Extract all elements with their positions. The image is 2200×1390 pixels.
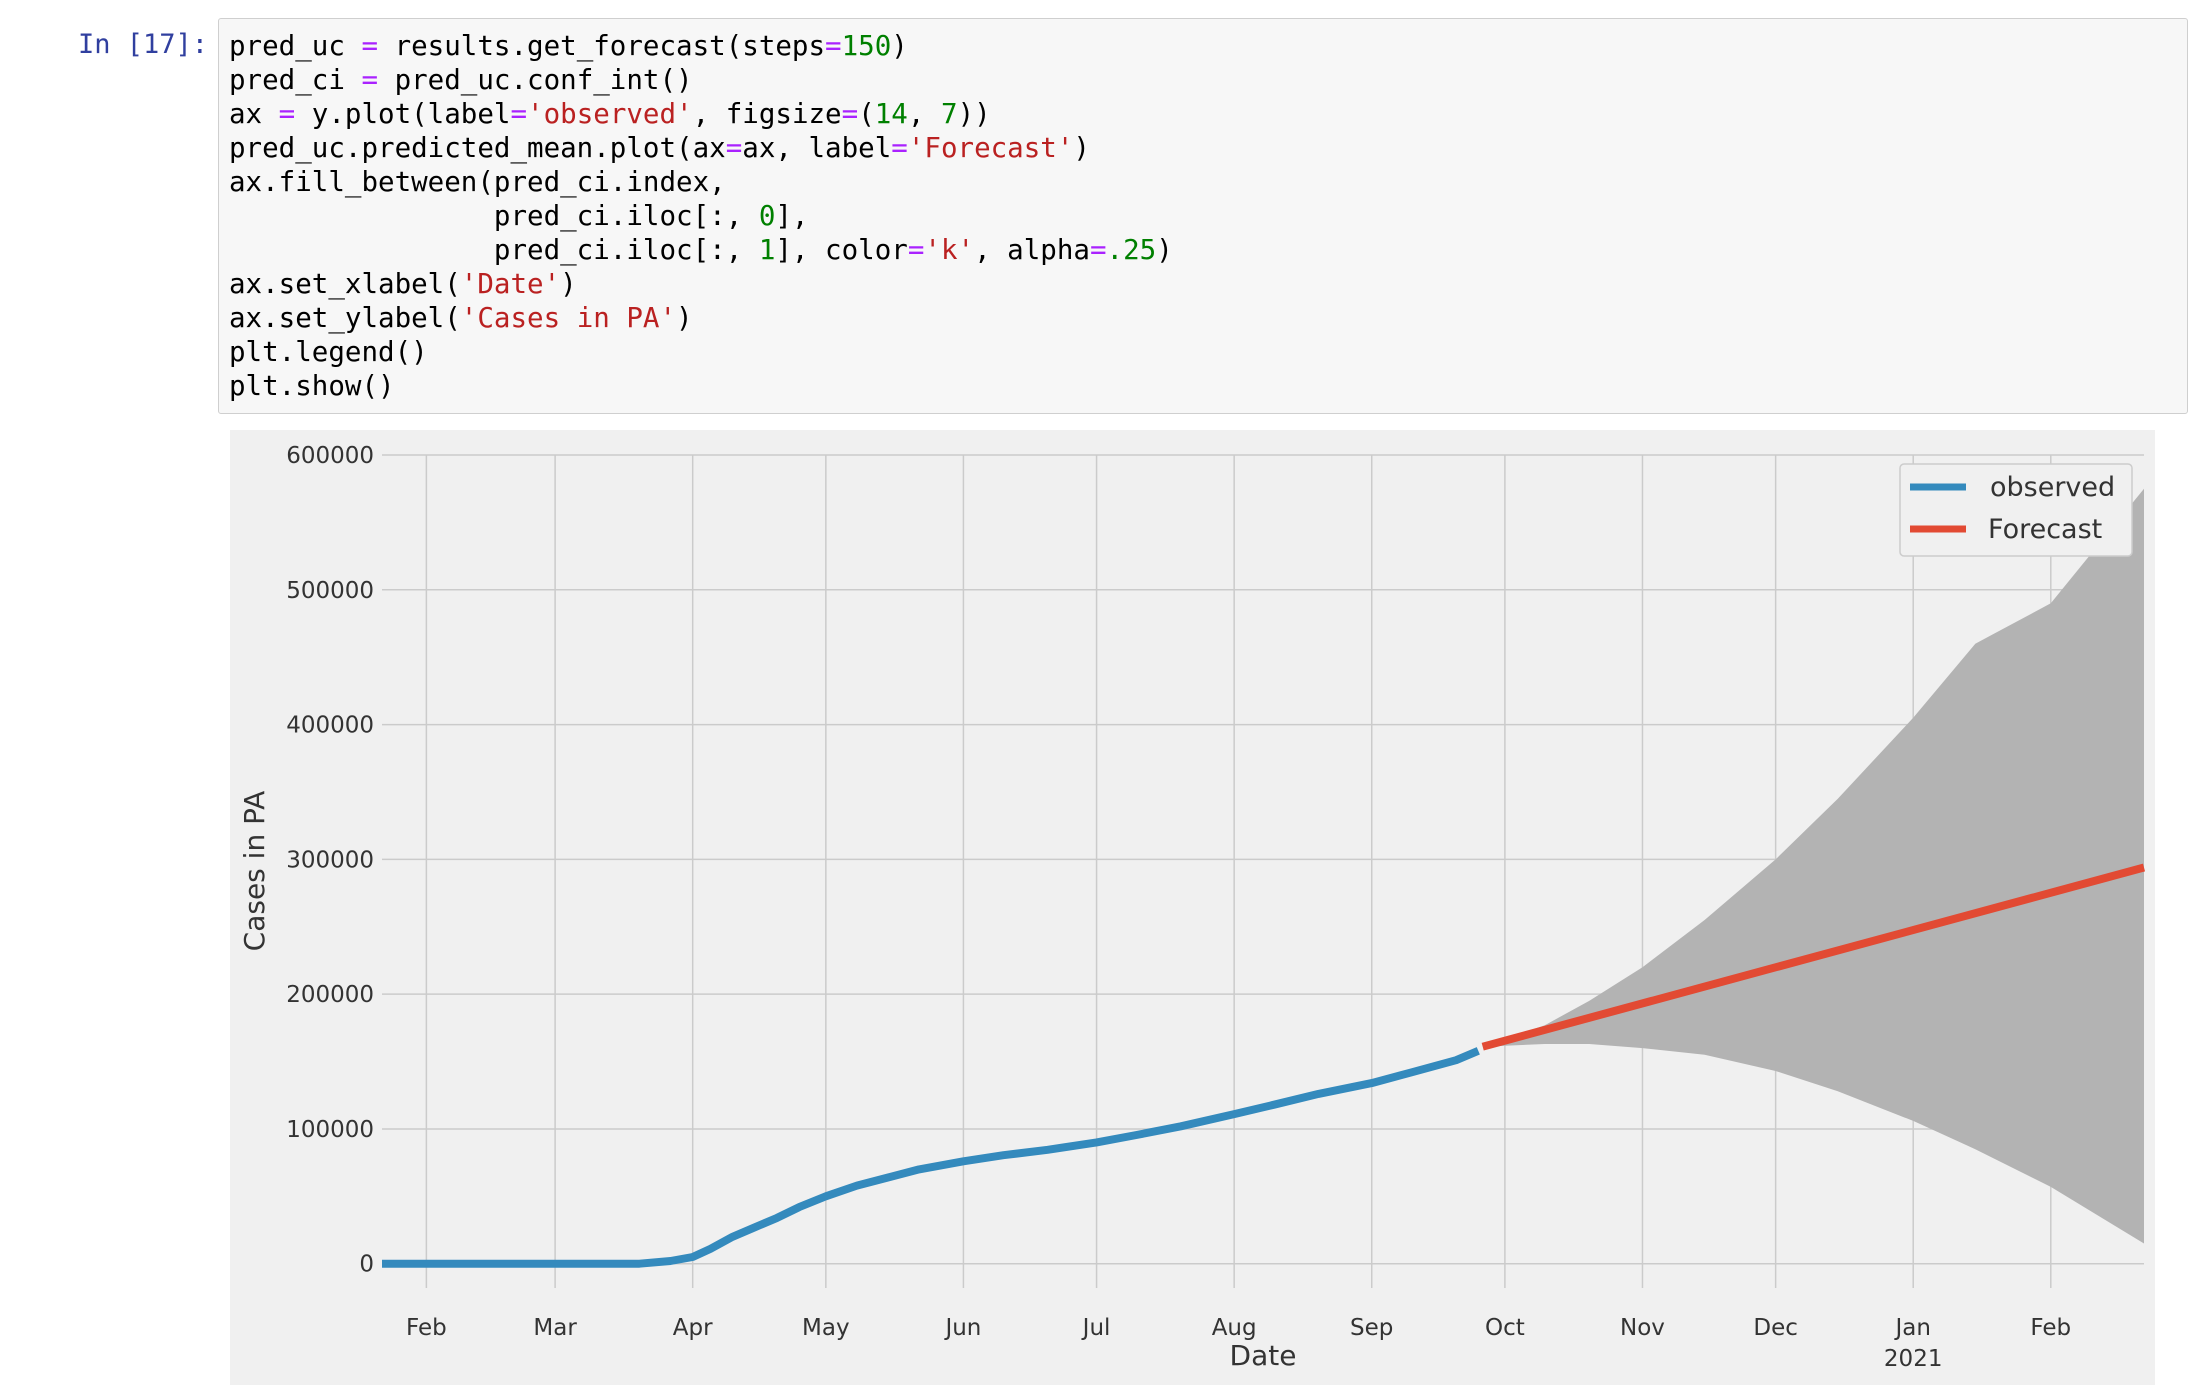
code-token: ) bbox=[1073, 132, 1090, 164]
x-tick-labels: Feb Mar Apr May Jun Jul Aug Sep Oct Nov Dec Jan 2021… bbox=[406, 1315, 2071, 1372]
x-tick-label: Jun bbox=[943, 1315, 981, 1341]
code-token: pred_uc.predicted_mean.plot(ax bbox=[229, 132, 726, 164]
x-tick-label: May bbox=[802, 1315, 850, 1341]
code-line: pred_ci = pred_uc.conf_int() bbox=[229, 63, 2187, 97]
code-line: ax.set_xlabel('Date') bbox=[229, 267, 2187, 301]
y-tick-label: 100000 bbox=[286, 1117, 374, 1143]
code-token: 7 bbox=[941, 98, 958, 130]
code-token: plt.legend() bbox=[229, 336, 428, 368]
code-token: ) bbox=[891, 30, 908, 62]
code-token: 14 bbox=[874, 98, 908, 130]
code-token: = bbox=[278, 98, 296, 130]
code-token: = bbox=[361, 30, 379, 62]
code-token: )) bbox=[957, 98, 991, 130]
y-tick-label: 0 bbox=[359, 1252, 374, 1278]
code-token: , alpha bbox=[974, 234, 1090, 266]
code-token: ax.set_ylabel( bbox=[229, 302, 461, 334]
cell-output: 0 100000 200000 300000 400000 500000 600000 Fe… bbox=[230, 430, 2155, 1385]
code-token: .25 bbox=[1106, 234, 1157, 266]
code-token: ) bbox=[1156, 234, 1173, 266]
legend-label-observed: observed bbox=[1990, 472, 2115, 503]
code-token: ( bbox=[858, 98, 875, 130]
code-token: pred_ci.iloc[:, bbox=[229, 234, 759, 266]
code-token: pred_ci.iloc[:, bbox=[229, 200, 759, 232]
code-token: pred_uc bbox=[229, 30, 362, 62]
x-tick-label: Sep bbox=[1350, 1315, 1393, 1341]
code-token: = bbox=[1089, 234, 1107, 266]
series-lines bbox=[382, 863, 2146, 1268]
code-token: ], color bbox=[775, 234, 908, 266]
code-token: ) bbox=[560, 268, 577, 300]
code-token: = bbox=[825, 30, 842, 62]
x-tick-sublabel: 2021 bbox=[1884, 1346, 1943, 1372]
x-tick-label: Dec bbox=[1753, 1315, 1798, 1341]
code-token: = bbox=[725, 132, 743, 164]
code-line: ax.fill_between(pred_ci.index, bbox=[229, 165, 2187, 199]
code-token: 0 bbox=[758, 200, 776, 232]
code-token: ax bbox=[229, 98, 279, 130]
y-tick-labels: 0 100000 200000 300000 400000 500000 600000 bbox=[286, 443, 374, 1278]
y-tick-label: 500000 bbox=[286, 578, 374, 604]
confidence-band-group bbox=[1482, 488, 2144, 1244]
x-axis-label: Date bbox=[1230, 1339, 1297, 1372]
code-token: ], bbox=[775, 200, 809, 232]
code-line: plt.legend() bbox=[229, 335, 2187, 369]
code-token: = bbox=[841, 98, 859, 130]
x-tick-label: Aug bbox=[1212, 1315, 1257, 1341]
code-token: ax, label bbox=[742, 132, 892, 164]
forecast-chart: 0 100000 200000 300000 400000 500000 600000 Fe… bbox=[230, 430, 2155, 1385]
code-token: 'Cases in PA' bbox=[460, 302, 677, 334]
code-token: = bbox=[907, 234, 925, 266]
code-line: ax.set_ylabel('Cases in PA') bbox=[229, 301, 2187, 335]
code-token: plt.show() bbox=[229, 370, 395, 402]
code-token: pred_ci bbox=[229, 64, 362, 96]
y-tick-label: 400000 bbox=[286, 713, 374, 739]
code-cell-input[interactable]: pred_uc = results.get_forecast(steps=150… bbox=[218, 18, 2188, 414]
code-token: 'observed' bbox=[527, 98, 693, 130]
code-token: 150 bbox=[841, 30, 892, 62]
confidence-band bbox=[1482, 488, 2144, 1244]
x-tick-label: Feb bbox=[2030, 1315, 2071, 1341]
x-tick-label: Mar bbox=[533, 1315, 577, 1341]
code-token: = bbox=[891, 132, 908, 164]
code-token: results.get_forecast(steps bbox=[378, 30, 826, 62]
code-token: ax.set_xlabel( bbox=[229, 268, 461, 300]
y-axis-label: Cases in PA bbox=[238, 791, 271, 952]
y-tick-label: 300000 bbox=[286, 847, 374, 873]
code-line: plt.show() bbox=[229, 369, 2187, 403]
code-line: ax = y.plot(label='observed', figsize=(1… bbox=[229, 97, 2187, 131]
series-line-forecast bbox=[1481, 863, 2146, 1051]
x-tick-label: Feb bbox=[406, 1315, 447, 1341]
series-line-observed bbox=[382, 1047, 1480, 1268]
x-tick-label: Nov bbox=[1620, 1315, 1665, 1341]
legend: observed Forecast bbox=[1899, 463, 2133, 557]
x-tick-label: Oct bbox=[1485, 1315, 1525, 1341]
cell-prompt: In [17]: bbox=[77, 29, 208, 60]
code-token: 'k' bbox=[924, 234, 975, 266]
y-tick-label: 200000 bbox=[286, 982, 374, 1008]
code-token: ) bbox=[676, 302, 693, 334]
x-tick-label: Apr bbox=[673, 1315, 713, 1341]
code-token: ax.fill_between(pred_ci.index, bbox=[229, 166, 726, 198]
legend-label-forecast: Forecast bbox=[1988, 514, 2102, 545]
code-line: pred_uc = results.get_forecast(steps=150… bbox=[229, 29, 2187, 63]
code-line: pred_ci.iloc[:, 1], color='k', alpha=.25… bbox=[229, 233, 2187, 267]
code-token: , figsize bbox=[692, 98, 842, 130]
code-token: , bbox=[907, 98, 941, 130]
code-token: 'Forecast' bbox=[907, 132, 1074, 164]
code-token: = bbox=[510, 98, 528, 130]
code-line: pred_uc.predicted_mean.plot(ax=ax, label… bbox=[229, 131, 2187, 165]
code-token: 'Date' bbox=[460, 268, 561, 300]
code-token: 1 bbox=[758, 234, 776, 266]
code-token: = bbox=[361, 64, 379, 96]
y-tick-label: 600000 bbox=[286, 443, 374, 469]
x-tick-label: Jul bbox=[1081, 1315, 1111, 1341]
code-line: pred_ci.iloc[:, 0], bbox=[229, 199, 2187, 233]
code-token: y.plot(label bbox=[295, 98, 511, 130]
code-token: pred_uc.conf_int() bbox=[378, 64, 693, 96]
x-tick-label: Jan bbox=[1893, 1315, 1930, 1341]
